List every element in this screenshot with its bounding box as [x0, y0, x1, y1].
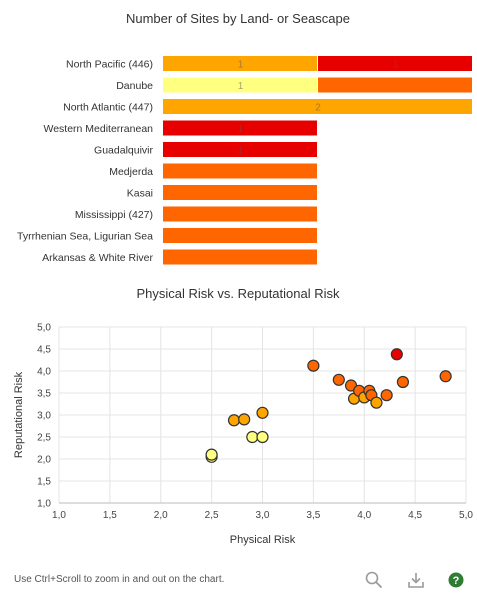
scatter-point [238, 413, 251, 426]
bar-segment [163, 120, 317, 136]
x-tick-label: 4,5 [408, 510, 422, 521]
scatter-chart-title: Physical Risk vs. Reputational Risk [136, 286, 340, 301]
bar-data-label: 1 [238, 146, 244, 157]
scatter-point [246, 430, 259, 444]
y-tick-label: 1,5 [37, 477, 51, 488]
x-axis-label: Physical Risk [230, 534, 296, 546]
y-tick-label: 4,5 [37, 345, 51, 356]
bar-segment [318, 77, 472, 93]
y-tick-label: 1,0 [37, 499, 51, 510]
bar-segment [163, 228, 317, 243]
bar-segment [163, 206, 317, 222]
scatter-point [227, 414, 241, 427]
y-tick-label: 2,0 [37, 455, 51, 466]
bar-category-label: Medjerda [109, 166, 153, 178]
bar-data-label: 1 [238, 81, 244, 92]
bar-segment [163, 77, 317, 93]
y-axis-label: Reputational Risk [13, 371, 25, 458]
x-tick-label: 2,0 [154, 510, 168, 521]
bar-category-label: Tyrrhenian Sea, Ligurian Sea [17, 231, 153, 243]
scatter-point [332, 373, 345, 386]
download-icon[interactable] [406, 570, 426, 590]
y-tick-label: 2,5 [37, 433, 51, 444]
bar-segment [163, 56, 317, 71]
bar-category-label: North Atlantic (447) [63, 102, 153, 114]
bar-chart-title: Number of Sites by Land- or Seascape [126, 11, 350, 26]
bar-segment [163, 163, 317, 179]
search-icon[interactable] [364, 570, 384, 590]
scatter-point [256, 406, 269, 419]
x-tick-label: 1,0 [52, 510, 66, 521]
x-tick-label: 5,0 [459, 510, 473, 521]
scatter-point [307, 359, 320, 372]
bar-category-label: Kasai [127, 188, 153, 200]
bar-segment [163, 99, 472, 114]
x-tick-label: 3,0 [256, 510, 270, 521]
bar-segment [163, 142, 317, 157]
x-tick-label: 1,5 [103, 510, 117, 521]
scatter-point [256, 430, 269, 444]
help-icon[interactable]: ? [446, 570, 466, 590]
bar-category-label: Arkansas & White River [42, 252, 153, 264]
svg-text:?: ? [453, 575, 460, 587]
scatter-point [439, 370, 452, 383]
scatter-point [396, 375, 410, 389]
scatter-point [370, 396, 383, 409]
x-tick-label: 4,0 [357, 510, 371, 521]
bar-data-label: 2 [315, 103, 321, 114]
bar-segment [163, 185, 317, 200]
bar-category-label: Danube [116, 80, 153, 92]
bar-segment [318, 56, 472, 71]
bar-segment [163, 249, 317, 265]
y-tick-label: 5,0 [37, 323, 51, 334]
bar-data-label: 1 [393, 60, 399, 71]
bar-category-label: Mississippi (427) [75, 209, 153, 221]
x-tick-label: 2,5 [205, 510, 219, 521]
bar-data-label: 1 [238, 60, 244, 71]
chart-toolbar: ? [364, 570, 474, 592]
bar-category-label: Western Mediterranean [43, 123, 153, 135]
x-tick-label: 3,5 [306, 510, 320, 521]
bar-category-label: Guadalquivir [94, 145, 153, 157]
zoom-hint: Use Ctrl+Scroll to zoom in and out on th… [14, 574, 225, 585]
y-tick-label: 4,0 [37, 367, 51, 378]
bar-category-label: North Pacific (446) [66, 59, 153, 71]
bar-data-label: 1 [238, 124, 244, 135]
y-tick-label: 3,5 [37, 389, 51, 400]
scatter-point [380, 389, 393, 402]
scatter-point [390, 348, 403, 361]
scatter-point [205, 448, 218, 461]
y-tick-label: 3,0 [37, 411, 51, 422]
